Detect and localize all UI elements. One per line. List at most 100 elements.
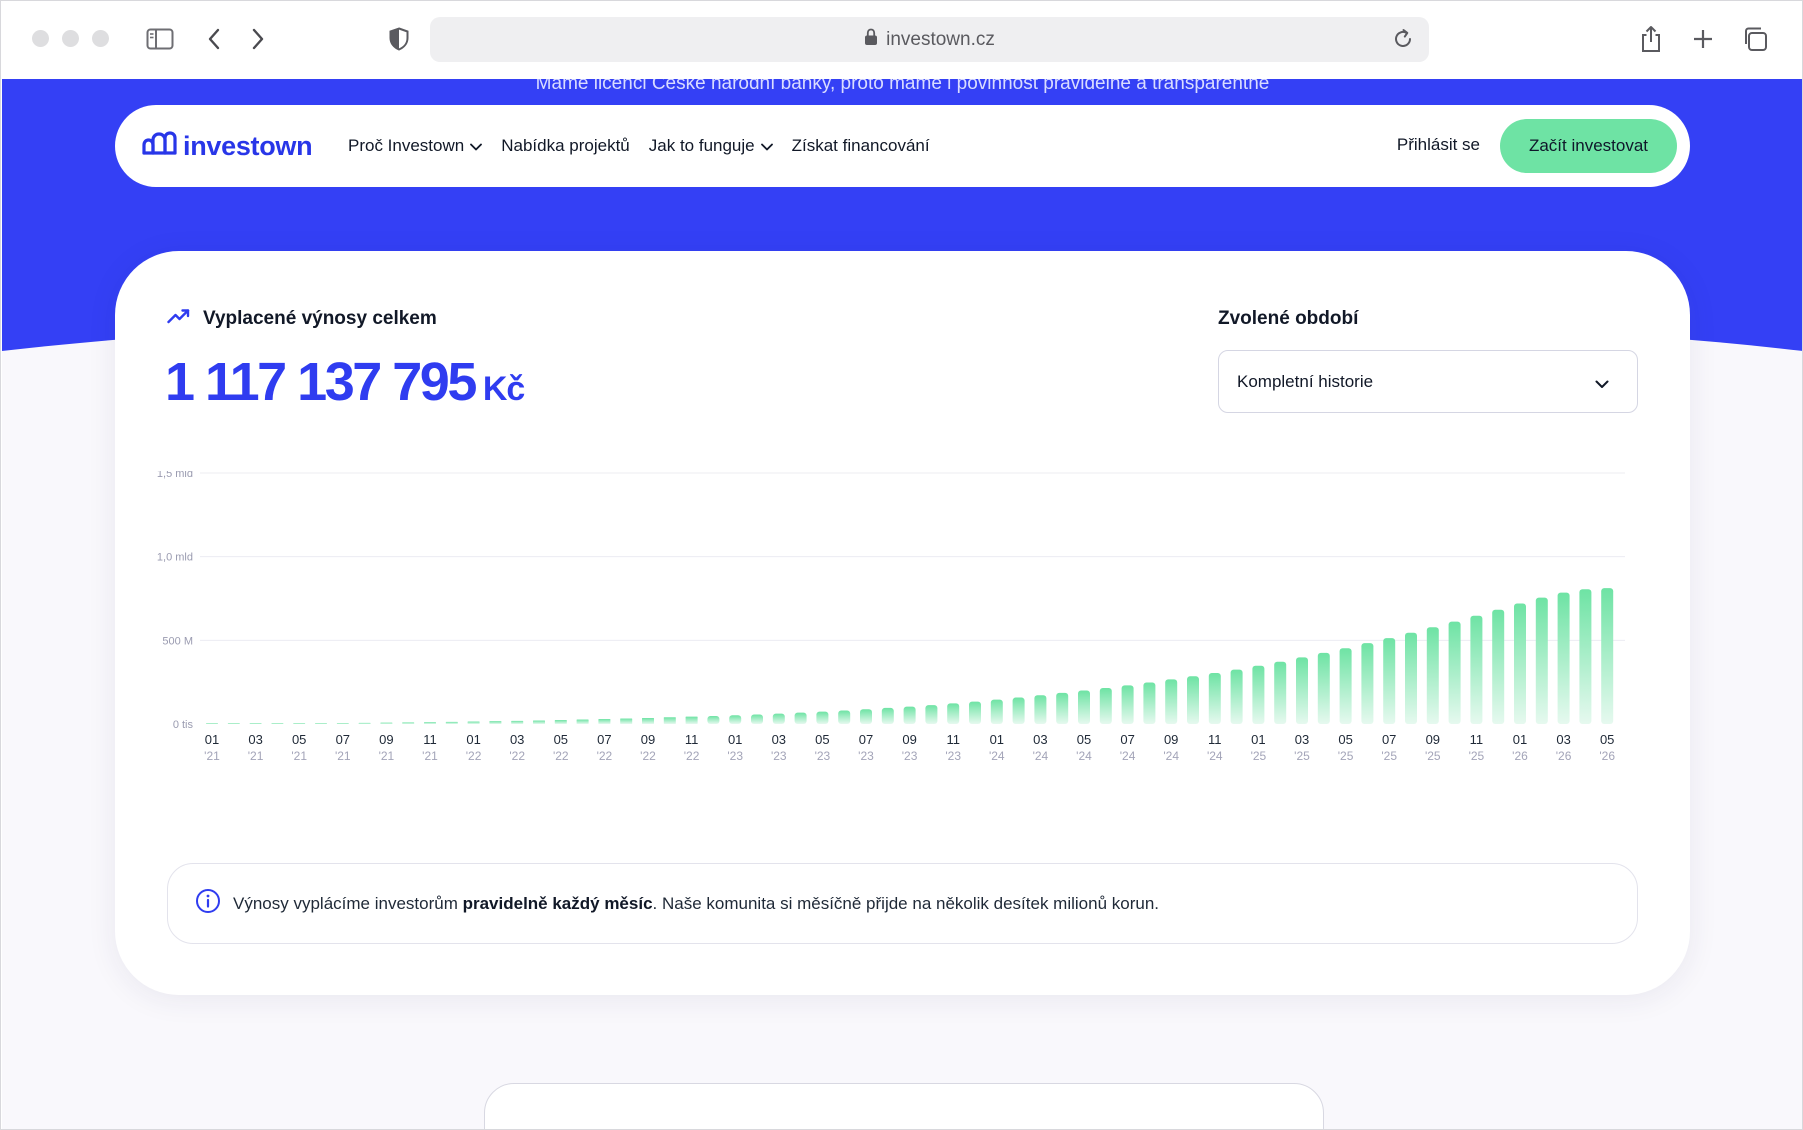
chart-bar[interactable] (1579, 589, 1592, 724)
chart-bar[interactable] (729, 715, 742, 724)
chart-bar[interactable] (642, 717, 654, 724)
chart-bar[interactable] (707, 715, 720, 724)
chart-bar[interactable] (576, 719, 589, 724)
browser-toolbar: investown.cz (1, 1, 1802, 79)
chart-bar[interactable] (1121, 685, 1134, 724)
chart-bar[interactable] (489, 721, 502, 724)
x-tick-year: '21 (204, 749, 220, 763)
returns-card: Vyplacené výnosy celkem 1 117 137 795 Kč… (115, 251, 1690, 995)
chart-bar[interactable] (663, 717, 676, 724)
chart-bar[interactable] (925, 705, 938, 724)
chart-bar[interactable] (838, 710, 851, 724)
chart-bar[interactable] (1056, 692, 1069, 724)
back-icon[interactable] (198, 23, 230, 55)
chart-bar[interactable] (511, 720, 524, 724)
x-tick-year: '23 (727, 749, 743, 763)
chart-bar[interactable] (1361, 643, 1374, 724)
period-select[interactable]: Kompletní historie (1218, 350, 1638, 413)
login-link[interactable]: Přihlásit se (1396, 135, 1480, 154)
chart-bar[interactable] (1557, 592, 1570, 724)
close-window-button[interactable] (32, 30, 49, 47)
share-icon[interactable] (1635, 23, 1667, 55)
chart-bar[interactable] (554, 719, 567, 724)
chart-bar[interactable] (227, 723, 240, 724)
chart-bar[interactable] (816, 711, 829, 724)
chart-bar[interactable] (1034, 695, 1047, 724)
x-tick-year: '21 (248, 749, 264, 763)
logo-mark-icon (141, 130, 177, 163)
investown-logo[interactable]: investown (141, 130, 313, 163)
address-bar[interactable]: investown.cz (430, 17, 1429, 62)
nav-link-jak-to-funguje[interactable]: Jak to funguje (649, 136, 773, 156)
y-tick-label: 1,5 mld (157, 471, 193, 480)
chart-bar[interactable] (1143, 682, 1156, 724)
zoom-window-button[interactable] (92, 30, 109, 47)
chart-bar[interactable] (445, 721, 458, 724)
chart-bar[interactable] (1426, 627, 1439, 724)
nav-link-proc-investown[interactable]: Proč Investown (348, 136, 483, 156)
chart-bar[interactable] (293, 723, 306, 724)
chart-bar[interactable] (533, 720, 545, 724)
chart-bar[interactable] (336, 723, 349, 724)
chevron-down-icon (760, 136, 773, 156)
nav-link-ziskat-financovani[interactable]: Získat financování (792, 136, 930, 156)
chart-bar[interactable] (424, 722, 436, 724)
chart-bar[interactable] (947, 703, 960, 724)
forward-icon[interactable] (242, 23, 274, 55)
reload-icon[interactable] (1391, 27, 1415, 57)
nav-link-nabidka-projektu[interactable]: Nabídka projektů (501, 136, 630, 156)
chart-bar[interactable] (1535, 597, 1548, 724)
chart-bar[interactable] (1165, 679, 1178, 724)
x-tick-month: 05 (1600, 732, 1614, 747)
chart-bar[interactable] (1470, 615, 1483, 724)
chart-bar[interactable] (620, 718, 633, 724)
chart-bar[interactable] (969, 701, 981, 724)
chart-bar[interactable] (794, 712, 807, 724)
chart-bar[interactable] (467, 721, 480, 724)
chart-bar[interactable] (860, 709, 872, 724)
chart-bar[interactable] (1448, 621, 1461, 724)
chart-bar[interactable] (271, 723, 284, 724)
chart-bar[interactable] (1230, 669, 1243, 724)
chart-bar[interactable] (402, 722, 415, 724)
chart-bar[interactable] (206, 723, 218, 724)
chart-bar[interactable] (1208, 672, 1221, 724)
chart-bar[interactable] (1339, 648, 1352, 724)
chart-bar[interactable] (881, 707, 894, 724)
chart-bar[interactable] (1383, 638, 1396, 724)
chart-bar[interactable] (1012, 697, 1025, 724)
x-tick-month: 09 (1426, 732, 1440, 747)
nav-link-label: Nabídka projektů (501, 136, 630, 155)
chart-bar[interactable] (1187, 676, 1199, 724)
trending-up-icon (167, 308, 191, 330)
chart-bar[interactable] (358, 722, 371, 724)
chart-bar[interactable] (598, 718, 611, 724)
chart-bar[interactable] (772, 713, 785, 724)
chart-bar[interactable] (1317, 652, 1330, 724)
chart-bar[interactable] (1492, 609, 1505, 724)
x-tick-year: '25 (1294, 749, 1310, 763)
chart-bar[interactable] (1296, 657, 1308, 724)
x-tick-month: 11 (946, 732, 960, 747)
chart-bar[interactable] (1514, 603, 1526, 724)
x-tick-year: '25 (1251, 749, 1267, 763)
chart-bar[interactable] (1601, 588, 1614, 724)
chart-bar[interactable] (903, 706, 916, 724)
chart-bar[interactable] (249, 723, 262, 724)
chart-bar[interactable] (315, 723, 327, 724)
shield-icon[interactable] (383, 23, 415, 55)
new-tab-icon[interactable] (1687, 23, 1719, 55)
start-investing-button[interactable]: Začít investovat (1500, 119, 1677, 173)
minimize-window-button[interactable] (62, 30, 79, 47)
tabs-icon[interactable] (1739, 23, 1771, 55)
chart-bar[interactable] (685, 716, 698, 724)
chart-bar[interactable] (1274, 661, 1287, 724)
chart-bar[interactable] (751, 714, 763, 724)
chart-bar[interactable] (1099, 688, 1112, 724)
chart-bar[interactable] (1252, 665, 1265, 724)
chart-bar[interactable] (380, 722, 393, 724)
chart-bar[interactable] (990, 699, 1003, 724)
chart-bar[interactable] (1078, 690, 1090, 724)
chart-bar[interactable] (1405, 632, 1417, 724)
sidebar-icon[interactable] (144, 23, 176, 55)
